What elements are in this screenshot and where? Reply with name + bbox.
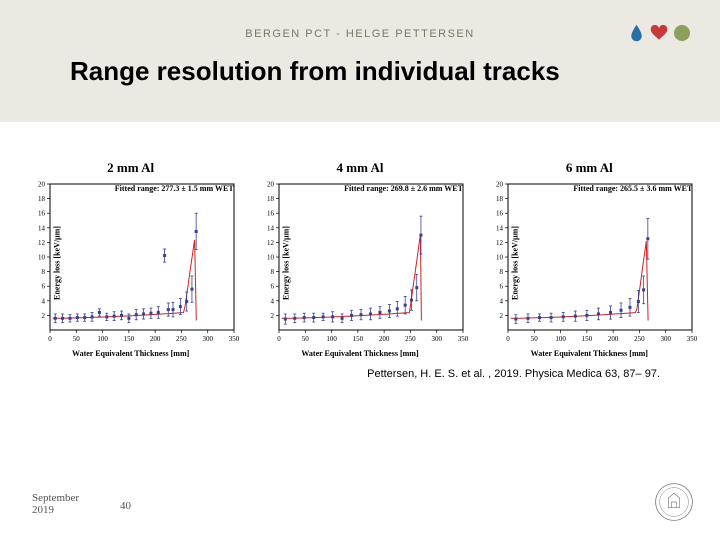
svg-text:250: 250 (634, 335, 645, 343)
page-number: 40 (120, 500, 131, 512)
header-text: BERGEN PCT - HELGE PETTERSEN (0, 0, 720, 40)
svg-text:8: 8 (500, 268, 504, 276)
svg-text:12: 12 (496, 239, 504, 247)
svg-text:250: 250 (405, 335, 416, 343)
svg-text:200: 200 (150, 335, 161, 343)
svg-text:20: 20 (267, 181, 275, 189)
footer-date-line2: 2019 (32, 504, 54, 516)
y-axis-label: Energy loss [keV/μm] (511, 226, 520, 300)
svg-text:100: 100 (556, 335, 567, 343)
chart-panel: 4 mm Al Energy loss [keV/μm] Fitted range:… (251, 160, 469, 358)
y-axis-label: Energy loss [keV/μm] (281, 226, 290, 300)
svg-text:6: 6 (41, 283, 45, 291)
svg-text:12: 12 (267, 239, 275, 247)
svg-text:20: 20 (496, 181, 504, 189)
svg-text:250: 250 (176, 335, 187, 343)
svg-text:50: 50 (531, 335, 539, 343)
fit-label: Fitted range: 277.3 ± 1.5 mm WET (115, 184, 234, 193)
svg-text:2: 2 (270, 312, 274, 320)
svg-text:2: 2 (500, 312, 504, 320)
svg-text:2: 2 (41, 312, 45, 320)
chart-title: 2 mm Al (22, 160, 240, 176)
drop-icon (629, 24, 644, 42)
svg-text:10: 10 (267, 254, 275, 262)
svg-text:18: 18 (38, 195, 46, 203)
svg-text:300: 300 (661, 335, 672, 343)
svg-text:18: 18 (267, 195, 275, 203)
chart-plot: Energy loss [keV/μm] Fitted range: 277.3 … (22, 178, 240, 348)
chart-plot: Energy loss [keV/μm] Fitted range: 265.5 … (480, 178, 698, 348)
x-axis-label: Water Equivalent Thickness [mm] (22, 349, 240, 358)
svg-text:10: 10 (38, 254, 46, 262)
chart-title: 6 mm Al (480, 160, 698, 176)
svg-text:350: 350 (687, 335, 698, 343)
svg-text:300: 300 (202, 335, 213, 343)
chart-panel: 2 mm Al Energy loss [keV/μm] Fitted range:… (22, 160, 240, 358)
svg-text:300: 300 (431, 335, 442, 343)
brand-icons (629, 24, 690, 42)
citation: Pettersen, H. E. S. et al. , 2019. Physi… (0, 358, 720, 380)
circle-icon (674, 25, 690, 41)
svg-text:16: 16 (38, 210, 46, 218)
y-axis-label: Energy loss [keV/μm] (52, 226, 61, 300)
svg-text:150: 150 (582, 335, 593, 343)
svg-text:16: 16 (496, 210, 504, 218)
svg-text:16: 16 (267, 210, 275, 218)
svg-text:0: 0 (507, 335, 511, 343)
svg-text:4: 4 (41, 297, 45, 305)
svg-text:10: 10 (496, 254, 504, 262)
svg-text:6: 6 (270, 283, 274, 291)
footer-date-line1: September (32, 492, 79, 504)
svg-text:4: 4 (270, 297, 274, 305)
svg-text:150: 150 (353, 335, 364, 343)
footer-date: September 2019 (32, 492, 79, 516)
svg-text:8: 8 (41, 268, 45, 276)
fit-label: Fitted range: 269.8 ± 2.6 mm WET (344, 184, 463, 193)
charts-row: 2 mm Al Energy loss [keV/μm] Fitted range:… (0, 122, 720, 358)
svg-text:50: 50 (72, 335, 80, 343)
svg-text:100: 100 (326, 335, 337, 343)
svg-text:150: 150 (123, 335, 134, 343)
svg-text:18: 18 (496, 195, 504, 203)
chart-panel: 6 mm Al Energy loss [keV/μm] Fitted range:… (480, 160, 698, 358)
svg-text:50: 50 (302, 335, 310, 343)
svg-text:200: 200 (379, 335, 390, 343)
svg-text:350: 350 (458, 335, 469, 343)
fit-label: Fitted range: 265.5 ± 3.6 mm WET (573, 184, 692, 193)
svg-text:100: 100 (97, 335, 108, 343)
svg-text:350: 350 (228, 335, 239, 343)
chart-title: 4 mm Al (251, 160, 469, 176)
svg-text:6: 6 (500, 283, 504, 291)
page-title: Range resolution from individual tracks (0, 40, 720, 87)
x-axis-label: Water Equivalent Thickness [mm] (480, 349, 698, 358)
chart-plot: Energy loss [keV/μm] Fitted range: 269.8 … (251, 178, 469, 348)
x-axis-label: Water Equivalent Thickness [mm] (251, 349, 469, 358)
svg-text:0: 0 (277, 335, 281, 343)
svg-text:14: 14 (496, 224, 504, 232)
svg-text:14: 14 (267, 224, 275, 232)
svg-text:14: 14 (38, 224, 46, 232)
svg-text:200: 200 (608, 335, 619, 343)
svg-text:0: 0 (48, 335, 52, 343)
heart-icon (650, 25, 668, 41)
svg-text:8: 8 (270, 268, 274, 276)
header-band: BERGEN PCT - HELGE PETTERSEN Range resol… (0, 0, 720, 122)
svg-text:12: 12 (38, 239, 46, 247)
university-seal-icon (654, 482, 694, 522)
svg-text:4: 4 (500, 297, 504, 305)
svg-text:20: 20 (38, 181, 46, 189)
